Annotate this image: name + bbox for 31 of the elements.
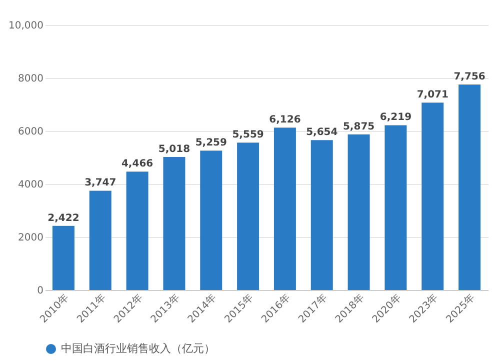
y-tick-label: 6000 [18, 126, 44, 138]
y-tick-label: 2000 [18, 232, 44, 244]
bar [348, 134, 370, 290]
bar [163, 157, 186, 290]
text: 5,654 [306, 127, 338, 138]
text: 6,219 [380, 112, 412, 124]
bar [126, 172, 148, 290]
text: 3,747 [84, 178, 116, 189]
text: 5,875 [342, 121, 375, 132]
bar [384, 125, 407, 290]
bar [237, 142, 260, 290]
y-tick-label: 4000 [18, 180, 44, 190]
bar [52, 226, 74, 290]
y-tick-label: 8000 [18, 74, 44, 84]
bar [310, 140, 333, 290]
bar [274, 128, 296, 290]
bar [200, 150, 222, 290]
text: 5,259 [195, 138, 227, 149]
bar [458, 84, 481, 290]
legend-label: 中国白酒行业销售收入（亿元） [61, 342, 215, 355]
text: 6,126 [269, 114, 301, 126]
bar [422, 102, 444, 290]
text: 4,466 [121, 158, 154, 170]
y-tick-label: 10,000 [8, 20, 44, 32]
text: 2,422 [48, 212, 80, 224]
bar [89, 190, 112, 290]
text: 7,071 [416, 90, 448, 101]
text: 7,756 [454, 71, 486, 82]
y-tick-label: 0 [37, 286, 44, 296]
text: 5,018 [158, 144, 190, 156]
text: 5,559 [232, 130, 264, 141]
